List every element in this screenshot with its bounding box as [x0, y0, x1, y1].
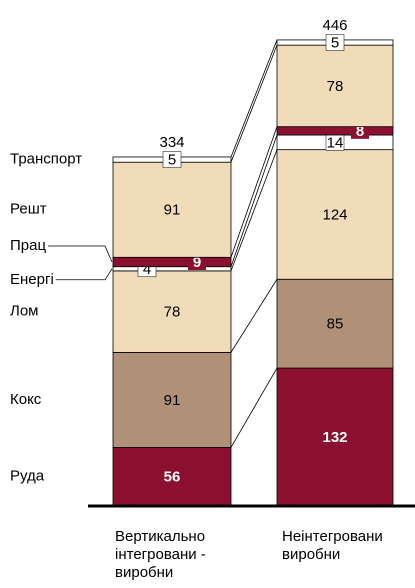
connector-line	[230, 279, 278, 353]
value-label: 9	[193, 254, 201, 271]
value-label: 132	[322, 429, 347, 446]
value-label: 85	[327, 316, 344, 333]
connector-line	[230, 45, 278, 163]
legend-label: Транспорт	[10, 151, 82, 168]
total-label: 334	[159, 134, 184, 151]
leader-line	[48, 245, 113, 263]
legend-label: Прац	[10, 237, 46, 254]
legend-label: Лом	[10, 303, 39, 320]
connector-line	[230, 134, 278, 267]
total-label: 446	[322, 17, 347, 34]
value-label-box	[325, 34, 345, 51]
value-label: 91	[164, 392, 181, 409]
bar-segment	[276, 367, 394, 507]
value-label: 5	[168, 152, 176, 169]
connector-line	[230, 149, 278, 272]
value-label: 4	[143, 261, 151, 278]
bar-segment	[276, 126, 394, 136]
x-category-label: Вертикально інтегровани - виробни	[115, 528, 206, 581]
bar-segment	[112, 351, 232, 448]
bar-segment	[112, 256, 232, 268]
bar-segment	[276, 149, 394, 280]
leader-line	[55, 268, 113, 281]
legend-label: Руда	[10, 468, 45, 485]
legend-label: Кокс	[10, 391, 42, 408]
bar-segment	[276, 278, 394, 369]
value-label-box	[162, 151, 182, 168]
value-label: 124	[322, 206, 347, 223]
connector-line	[230, 367, 278, 448]
x-category-label: Неінтегровани виробни	[282, 528, 383, 563]
bar-segment	[112, 447, 232, 507]
value-label: 14	[327, 134, 344, 151]
connector-line	[230, 126, 278, 258]
legend-label: Решт	[10, 201, 47, 218]
bar-segment	[276, 44, 394, 128]
value-label: 91	[164, 202, 181, 219]
value-label: 78	[164, 304, 181, 321]
value-label: 5	[331, 35, 339, 52]
legend-label: Енергі	[10, 271, 54, 288]
value-label: 78	[327, 78, 344, 95]
value-label-box	[188, 253, 206, 270]
value-label: 56	[164, 469, 181, 486]
bar-segment	[112, 161, 232, 258]
connector-line	[230, 39, 278, 158]
bar-segment	[112, 266, 232, 272]
value-label: 8	[356, 123, 364, 140]
